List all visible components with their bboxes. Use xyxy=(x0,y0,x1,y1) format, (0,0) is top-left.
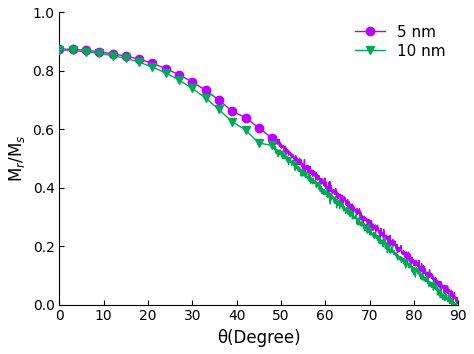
10 nm xyxy=(269,143,275,148)
10 nm xyxy=(243,128,248,132)
10 nm xyxy=(56,48,62,52)
10 nm xyxy=(256,141,262,145)
5 nm xyxy=(256,126,262,130)
5 nm xyxy=(123,54,128,58)
5 nm xyxy=(229,109,235,113)
5 nm xyxy=(243,115,248,120)
5 nm xyxy=(176,73,182,77)
10 nm xyxy=(70,48,75,52)
10 nm xyxy=(216,107,222,112)
5 nm xyxy=(150,61,155,65)
5 nm xyxy=(96,50,102,54)
10 nm xyxy=(163,71,169,75)
10 nm xyxy=(150,65,155,69)
Line: 5 nm: 5 nm xyxy=(55,45,276,142)
10 nm xyxy=(137,60,142,64)
5 nm xyxy=(70,47,75,51)
5 nm xyxy=(137,57,142,61)
10 nm xyxy=(190,86,195,91)
10 nm xyxy=(229,120,235,124)
5 nm xyxy=(109,52,115,56)
10 nm xyxy=(123,56,128,61)
5 nm xyxy=(163,67,169,71)
Legend: 5 nm, 10 nm: 5 nm, 10 nm xyxy=(350,20,451,64)
Line: 10 nm: 10 nm xyxy=(55,46,276,149)
10 nm xyxy=(109,53,115,58)
X-axis label: θ(Degree): θ(Degree) xyxy=(217,329,301,347)
10 nm xyxy=(176,78,182,82)
5 nm xyxy=(190,80,195,84)
10 nm xyxy=(96,51,102,56)
5 nm xyxy=(83,48,89,52)
5 nm xyxy=(216,98,222,102)
5 nm xyxy=(56,47,62,51)
5 nm xyxy=(269,136,275,140)
Y-axis label: M$_r$/M$_s$: M$_r$/M$_s$ xyxy=(7,135,27,182)
10 nm xyxy=(203,96,209,100)
5 nm xyxy=(203,88,209,92)
10 nm xyxy=(83,50,89,54)
